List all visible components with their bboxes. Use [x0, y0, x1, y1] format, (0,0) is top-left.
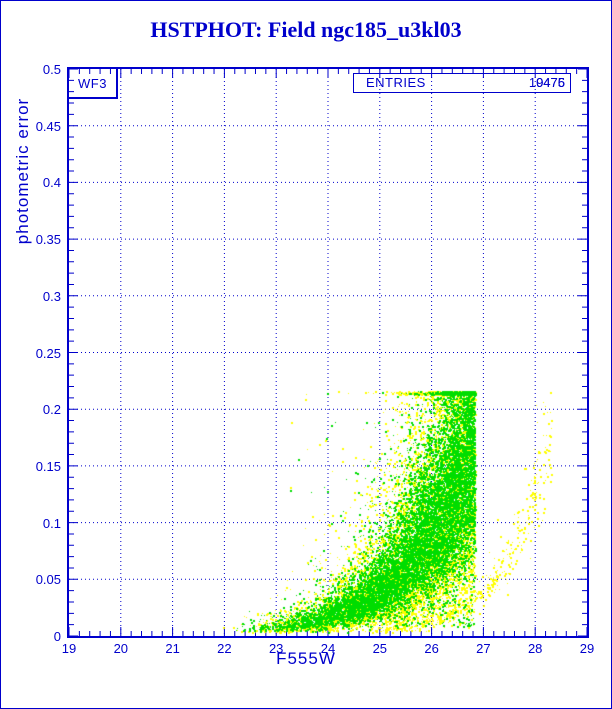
- y-tick-label: 0.35: [35, 232, 61, 248]
- x-tick-label: 21: [165, 641, 180, 656]
- x-tick-label: 20: [113, 641, 129, 656]
- entries-box: ENTRIES 10476 9475: [353, 73, 571, 93]
- y-tick-label: 0.25: [35, 345, 61, 361]
- y-tick-label: 0.4: [42, 175, 61, 191]
- x-tick-label: 27: [476, 641, 491, 656]
- x-axis-label: F555W: [276, 649, 336, 668]
- detector-label: WF3: [78, 75, 107, 91]
- x-tick-label: 25: [372, 641, 388, 656]
- x-tick-label: 19: [61, 641, 77, 656]
- y-tick-label: 0.15: [35, 458, 61, 474]
- x-tick-label: 24: [320, 641, 336, 656]
- y-tick-label: 0.1: [42, 515, 61, 531]
- x-tick-label: 29: [579, 641, 595, 656]
- entries-label: ENTRIES: [366, 75, 426, 90]
- entries-count-1: 10476: [528, 75, 565, 90]
- y-tick-label: 0.5: [42, 62, 61, 77]
- x-tick-label: 26: [424, 641, 439, 656]
- scatter-canvas: [69, 69, 587, 636]
- y-tick-label: 0.3: [42, 288, 61, 304]
- x-tick-label: 23: [268, 641, 284, 656]
- x-tick-label: 22: [217, 641, 232, 656]
- x-tick-label: 28: [527, 641, 543, 656]
- page-title: HSTPHOT: Field ngc185_u3kl03: [150, 17, 462, 42]
- y-tick-label: 0: [53, 629, 61, 644]
- entries-count-2: 9475: [536, 75, 565, 90]
- y-tick-label: 0.05: [35, 572, 61, 588]
- y-tick-label: 0.2: [42, 402, 61, 418]
- detector-label-box: WF3: [69, 69, 118, 99]
- y-tick-label: 0.45: [35, 118, 61, 134]
- plot-area: WF3 ENTRIES 10476 9475: [67, 67, 589, 638]
